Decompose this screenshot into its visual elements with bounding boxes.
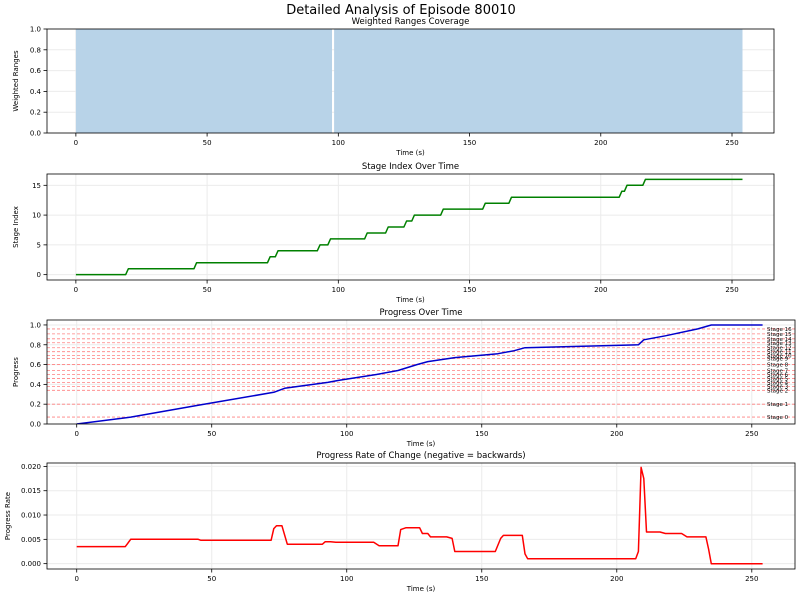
- x-tick-label: 150: [463, 139, 476, 147]
- y-axis-label: Progress: [12, 357, 20, 387]
- stage-label: Stage 2: [767, 388, 788, 394]
- y-tick-label: 0.010: [21, 512, 41, 520]
- x-tick-label: 100: [340, 430, 353, 438]
- coverage-area: [75, 29, 743, 133]
- y-tick-label: 0.6: [30, 361, 42, 369]
- x-tick-label: 200: [610, 575, 623, 583]
- stage-label: Stage 9: [767, 357, 789, 363]
- x-tick-label: 0: [74, 286, 78, 294]
- stage-label: Stage 5: [767, 376, 789, 382]
- x-tick-label: 250: [745, 575, 758, 583]
- y-tick-label: 1.0: [30, 321, 41, 329]
- chart-title: Progress Over Time: [380, 308, 463, 318]
- x-tick-label: 0: [74, 139, 78, 147]
- x-tick-label: 200: [594, 139, 607, 147]
- figure-title: Detailed Analysis of Episode 80010: [286, 3, 516, 18]
- chart-title: Weighted Ranges Coverage: [352, 17, 470, 27]
- stage-label: Stage 8: [767, 363, 789, 369]
- y-tick-label: 0.6: [30, 67, 42, 75]
- stage-label: Stage 11: [767, 350, 792, 356]
- axes-frame: [46, 28, 775, 134]
- x-tick-label: 150: [475, 430, 488, 438]
- x-axis-label: Time (s): [406, 440, 436, 448]
- x-tick-label: 100: [332, 286, 345, 294]
- chart-title: Stage Index Over Time: [362, 162, 459, 172]
- y-tick-label: 0.8: [30, 46, 41, 54]
- y-tick-label: 0: [37, 271, 41, 279]
- stage-label: Stage 13: [767, 341, 792, 347]
- y-axis-label: Stage Index: [12, 206, 20, 248]
- y-tick-label: 15: [32, 182, 41, 190]
- chart-1: 0 50 100 150 200 250 0.0 0.2 0.4 0.6 0.8 1.0 Weighte…: [12, 17, 775, 157]
- y-axis-label: Weighted Ranges: [12, 50, 20, 112]
- y-tick-label: 0.005: [21, 536, 41, 544]
- y-tick-label: 0.8: [30, 341, 41, 349]
- x-axis-label: Time (s): [395, 149, 425, 157]
- x-tick-label: 100: [340, 575, 353, 583]
- plot-area: [75, 29, 743, 133]
- stage-label: Stage 14: [767, 337, 792, 343]
- x-tick-label: 250: [725, 286, 738, 294]
- stage-label: Stage 1: [767, 402, 788, 408]
- chart-title: Progress Rate of Change (negative = back…: [316, 451, 525, 461]
- stage-label: Stage 7: [767, 369, 789, 375]
- stage-label: Stage 12: [767, 346, 792, 352]
- plot-area: [76, 466, 763, 565]
- stage-label: Stage 3: [767, 384, 789, 390]
- series-line: [76, 324, 763, 424]
- x-tick-label: 150: [463, 286, 476, 294]
- x-tick-label: 50: [203, 286, 212, 294]
- y-tick-label: 0.2: [30, 401, 41, 409]
- y-tick-label: 0.0: [30, 130, 41, 138]
- plot-area: [75, 178, 743, 276]
- x-axis-label: Time (s): [406, 585, 436, 593]
- y-tick-label: 0.015: [21, 487, 41, 495]
- y-tick-label: 0.0: [30, 421, 41, 429]
- x-tick-label: 250: [725, 139, 738, 147]
- y-tick-label: 5: [37, 241, 41, 249]
- y-tick-label: 0.4: [30, 381, 42, 389]
- stage-label: Stage 4: [767, 380, 789, 386]
- stage-label: Stage 10: [767, 354, 792, 360]
- x-tick-label: 200: [594, 286, 607, 294]
- y-tick-label: 1.0: [30, 26, 41, 34]
- stage-label: Stage 16: [767, 327, 792, 333]
- x-tick-label: 150: [475, 575, 488, 583]
- x-tick-label: 50: [207, 575, 216, 583]
- y-tick-label: 0.4: [30, 88, 42, 96]
- axes-frame: [46, 173, 775, 281]
- x-tick-label: 50: [203, 139, 212, 147]
- stage-label: Stage 15: [767, 332, 792, 338]
- chart-4: 0 50 100 150 200 250 0.000 0.005 0.010 0.015 0.020…: [4, 451, 796, 593]
- chart-2: 0 50 100 150 200 250 0 5 10 15 Stage Index Over Ti…: [12, 162, 775, 304]
- y-tick-label: 0.000: [21, 560, 41, 568]
- series-line: [75, 178, 743, 276]
- x-tick-label: 0: [74, 575, 78, 583]
- stage-label: Stage 6: [767, 372, 789, 378]
- stage-label: Stage 0: [767, 415, 789, 421]
- x-tick-label: 100: [332, 139, 345, 147]
- plot-area: [47, 324, 795, 424]
- x-tick-label: 0: [74, 430, 78, 438]
- series-line: [76, 466, 763, 565]
- axes-frame: [46, 319, 796, 425]
- y-tick-label: 0.020: [21, 463, 41, 471]
- x-tick-label: 200: [610, 430, 623, 438]
- x-tick-label: 50: [207, 430, 216, 438]
- axes-frame: [46, 462, 796, 570]
- x-axis-label: Time (s): [395, 296, 425, 304]
- y-tick-label: 10: [32, 212, 41, 220]
- y-axis-label: Progress Rate: [4, 492, 12, 540]
- y-tick-label: 0.2: [30, 109, 41, 117]
- x-tick-label: 250: [745, 430, 758, 438]
